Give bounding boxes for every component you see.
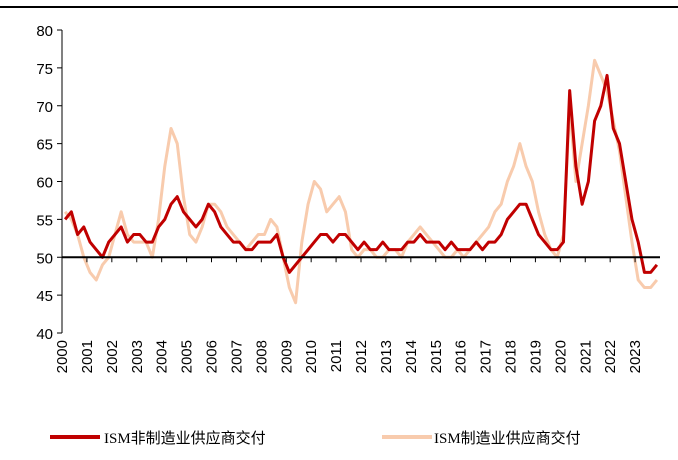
x-tick-label: 2003 <box>129 340 146 373</box>
x-tick-label: 2011 <box>328 340 345 372</box>
x-tick-label: 2015 <box>428 340 445 373</box>
series-line <box>63 58 659 305</box>
y-tick-label: 60 <box>36 175 53 192</box>
y-tick-label: 75 <box>36 61 53 78</box>
y-tick-label: 45 <box>36 288 53 305</box>
y-tick-label: 70 <box>36 99 53 116</box>
x-tick-label: 2023 <box>627 340 644 373</box>
legend-label: ISM非制造业供应商交付 <box>104 429 266 447</box>
x-tick-label: 2021 <box>577 340 594 373</box>
x-tick-label: 2010 <box>303 340 320 373</box>
x-tick-label: 2012 <box>353 340 370 373</box>
x-tick-label: 2001 <box>79 340 96 373</box>
x-tick-label: 2007 <box>228 340 245 373</box>
x-tick-label: 2017 <box>478 340 495 373</box>
x-tick-label: 2004 <box>154 340 171 373</box>
y-tick-label: 65 <box>36 137 53 154</box>
y-tick-label: 50 <box>36 250 53 267</box>
x-tick-label: 2013 <box>378 340 395 373</box>
x-tick-label: 2006 <box>204 340 221 373</box>
x-tick-label: 2020 <box>552 340 569 373</box>
x-tick-label: 2018 <box>503 340 520 373</box>
x-tick-label: 2002 <box>104 340 121 373</box>
y-tick-label: 55 <box>36 212 53 229</box>
x-tick-label: 2014 <box>403 340 420 373</box>
x-tick-label: 2000 <box>54 340 71 373</box>
x-tick-label: 2008 <box>253 340 270 373</box>
x-tick-label: 2009 <box>278 340 295 373</box>
y-tick-label: 80 <box>36 23 53 40</box>
series-line <box>63 73 659 274</box>
legend-label: ISM制造业供应商交付 <box>434 429 581 447</box>
y-tick-label: 40 <box>36 326 53 343</box>
x-tick-label: 2019 <box>527 340 544 373</box>
x-tick-label: 2022 <box>602 340 619 373</box>
x-tick-label: 2016 <box>453 340 470 373</box>
x-tick-label: 2005 <box>179 340 196 373</box>
